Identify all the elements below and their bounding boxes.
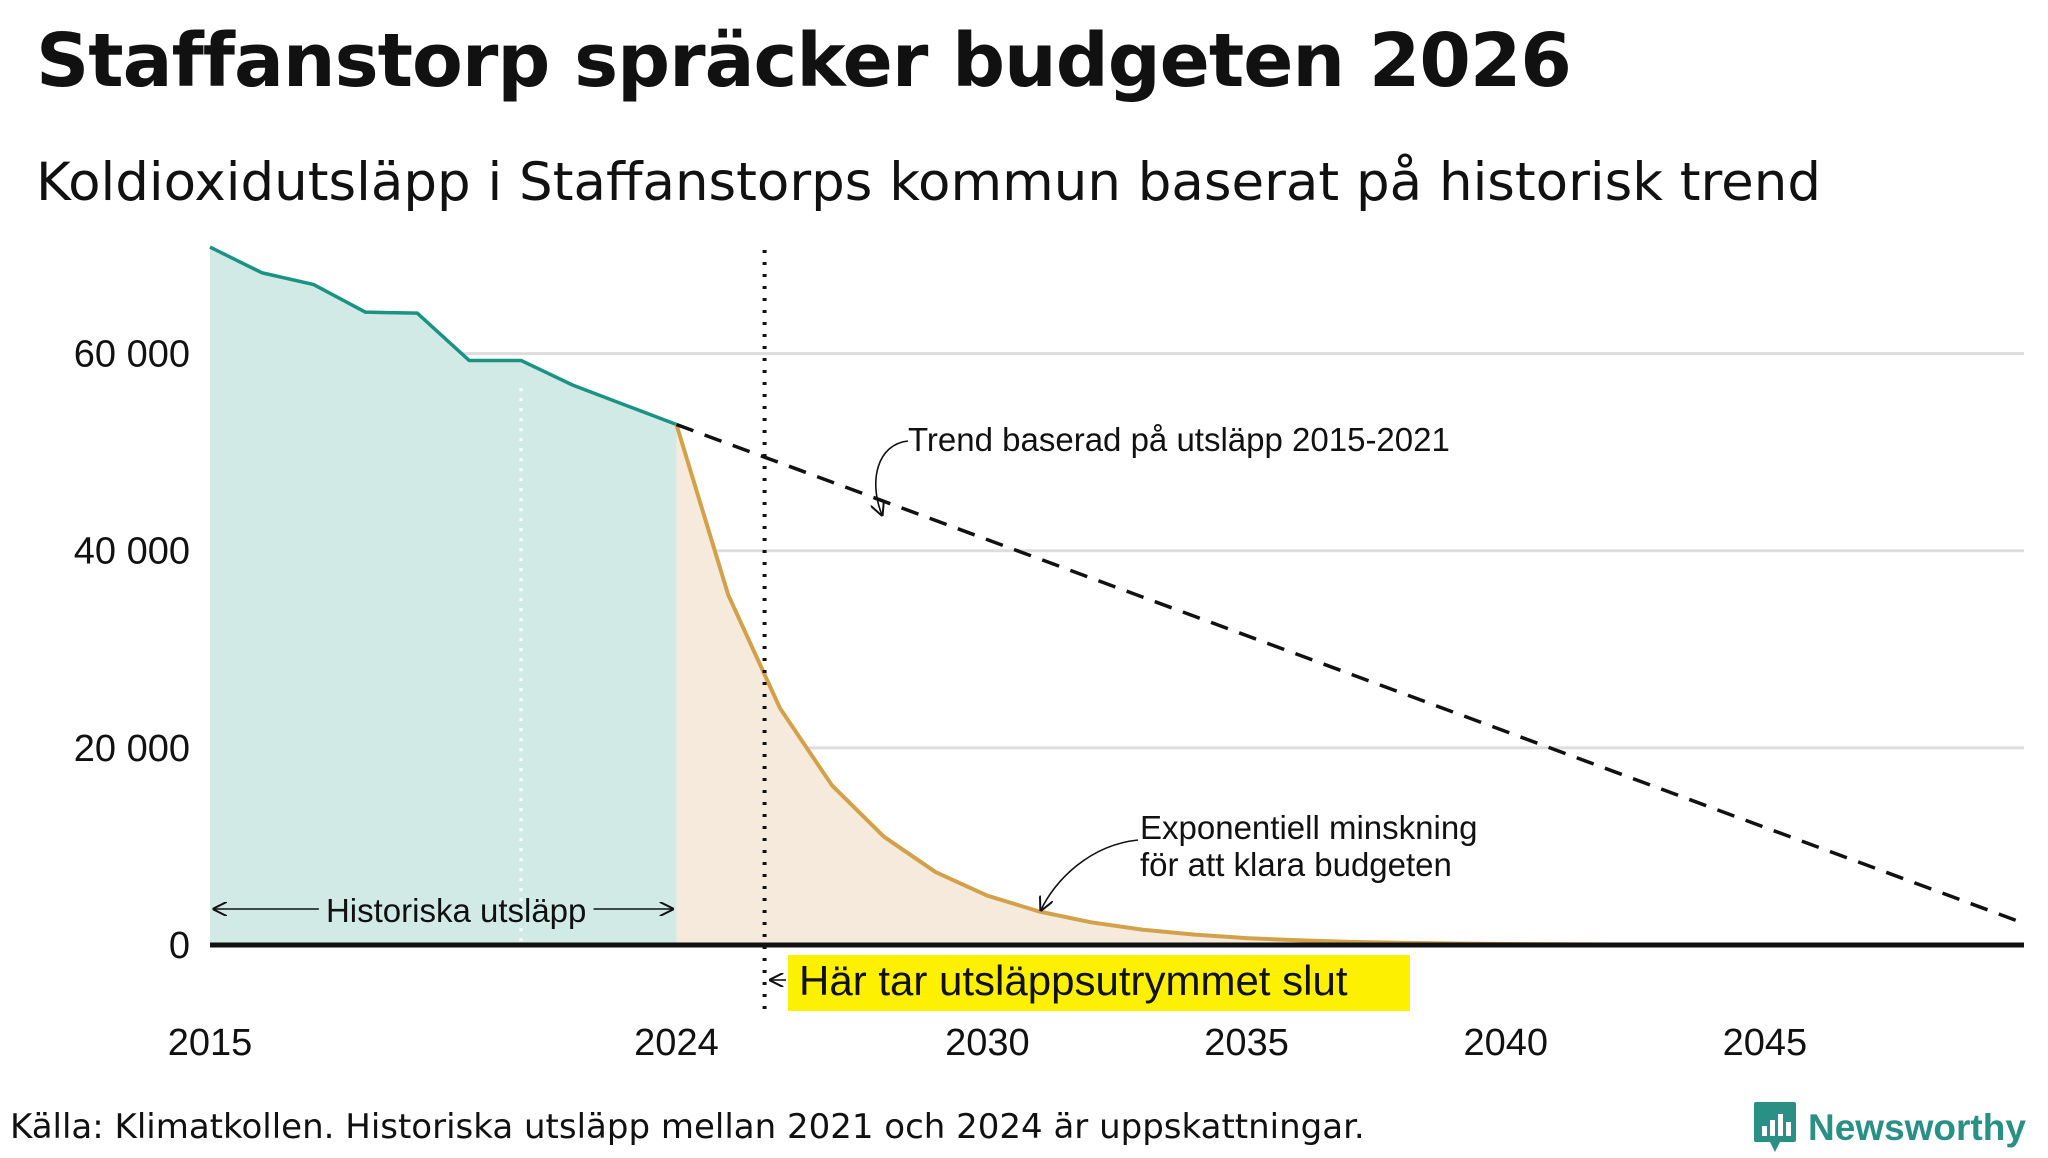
x-tick-label: 2040 — [1463, 1022, 1548, 1064]
x-tick-label: 2024 — [634, 1022, 719, 1064]
historical-area — [210, 247, 676, 945]
y-tick-label: 40 000 — [74, 531, 190, 573]
y-tick-label: 60 000 — [74, 334, 190, 376]
budget-end-label: Här tar utsläppsutrymmet slut — [799, 957, 1348, 1004]
y-tick-label: 20 000 — [74, 728, 190, 770]
brand-name: Newsworthy — [1808, 1107, 2026, 1149]
y-tick-label: 0 — [169, 925, 190, 967]
x-tick-label: 2035 — [1204, 1022, 1289, 1064]
exp-label-line2: för att klara budgeten — [1140, 846, 1452, 883]
exp-arrow — [1041, 840, 1138, 910]
x-tick-label: 2015 — [168, 1022, 253, 1064]
source-note: Källa: Klimatkollen. Historiska utsläpp … — [10, 1107, 1365, 1147]
newsworthy-logo-icon — [1752, 1100, 1798, 1156]
x-tick-label: 2030 — [945, 1022, 1030, 1064]
historical-span-label: Historiska utsläpp — [326, 892, 586, 929]
exp-label-line1: Exponentiell minskning — [1140, 809, 1478, 846]
trend-arrow — [876, 441, 908, 515]
brand-logo: Newsworthy — [1752, 1098, 2026, 1158]
x-tick-label: 2045 — [1723, 1022, 1808, 1064]
trend-label: Trend baserad på utsläpp 2015-2021 — [908, 421, 1450, 458]
